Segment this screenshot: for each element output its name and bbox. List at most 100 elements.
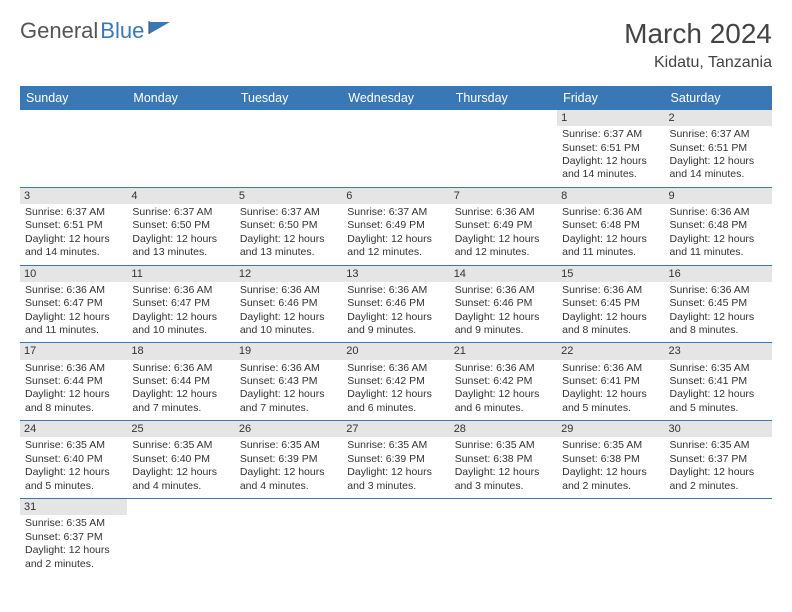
calendar-cell: 9Sunrise: 6:36 AMSunset: 6:48 PMDaylight… — [665, 187, 772, 265]
sunrise-text: Sunrise: 6:37 AM — [670, 128, 767, 141]
sunset-text: Sunset: 6:45 PM — [562, 297, 659, 310]
calendar-cell: 23Sunrise: 6:35 AMSunset: 6:41 PMDayligh… — [665, 343, 772, 421]
daylight-text: Daylight: 12 hours and 3 minutes. — [455, 466, 552, 493]
calendar-cell: 1Sunrise: 6:37 AMSunset: 6:51 PMDaylight… — [557, 110, 664, 187]
calendar-cell: 11Sunrise: 6:36 AMSunset: 6:47 PMDayligh… — [127, 265, 234, 343]
calendar-cell: 28 Sunrise: 6:35 AMSunset: 6:38 PMDayligh… — [450, 421, 557, 499]
calendar-cell — [127, 110, 234, 187]
daylight-text: Daylight: 12 hours and 11 minutes. — [670, 233, 767, 260]
calendar-cell — [342, 110, 449, 187]
calendar-week: 3Sunrise: 6:37 AMSunset: 6:51 PMDaylight… — [20, 187, 772, 265]
sunset-text: Sunset: 6:42 PM — [455, 375, 552, 388]
calendar-table: Sunday Monday Tuesday Wednesday Thursday… — [20, 86, 772, 576]
sunrise-text: Sunrise: 6:35 AM — [562, 439, 659, 452]
calendar-cell: 4Sunrise: 6:37 AMSunset: 6:50 PMDaylight… — [127, 187, 234, 265]
calendar-cell: 18Sunrise: 6:36 AMSunset: 6:44 PMDayligh… — [127, 343, 234, 421]
daylight-text: Daylight: 12 hours and 10 minutes. — [240, 311, 337, 338]
day-number: 4 — [127, 188, 234, 204]
calendar-cell — [235, 110, 342, 187]
daylight-text: Daylight: 12 hours and 11 minutes. — [25, 311, 122, 338]
sunset-text: Sunset: 6:44 PM — [25, 375, 122, 388]
calendar-cell: 8Sunrise: 6:36 AMSunset: 6:48 PMDaylight… — [557, 187, 664, 265]
sunset-text: Sunset: 6:41 PM — [670, 375, 767, 388]
sunrise-text: Sunrise: 6:37 AM — [240, 206, 337, 219]
day-number: 12 — [235, 266, 342, 282]
day-number: 13 — [342, 266, 449, 282]
daylight-text: Daylight: 12 hours and 14 minutes. — [25, 233, 122, 260]
col-friday: Friday — [557, 86, 664, 110]
sunset-text: Sunset: 6:45 PM — [670, 297, 767, 310]
sunrise-text: Sunrise: 6:37 AM — [25, 206, 122, 219]
day-number: 15 — [557, 266, 664, 282]
header: GeneralBlue March 2024 Kidatu, Tanzania — [20, 18, 772, 72]
col-wednesday: Wednesday — [342, 86, 449, 110]
sunrise-text: Sunrise: 6:36 AM — [670, 284, 767, 297]
sunset-text: Sunset: 6:50 PM — [132, 219, 229, 232]
day-number: 19 — [235, 343, 342, 359]
day-number: 18 — [127, 343, 234, 359]
col-sunday: Sunday — [20, 86, 127, 110]
daylight-text: Daylight: 12 hours and 13 minutes. — [132, 233, 229, 260]
daylight-text: Daylight: 12 hours and 7 minutes. — [132, 388, 229, 415]
day-number: 11 — [127, 266, 234, 282]
day-number: 5 — [235, 188, 342, 204]
daylight-text: Daylight: 12 hours and 10 minutes. — [132, 311, 229, 338]
sunset-text: Sunset: 6:41 PM — [562, 375, 659, 388]
daylight-text: Daylight: 12 hours and 8 minutes. — [25, 388, 122, 415]
sunset-text: Sunset: 6:46 PM — [347, 297, 444, 310]
sunset-text: Sunset: 6:38 PM — [562, 453, 659, 466]
sunset-text: Sunset: 6:37 PM — [25, 531, 122, 544]
daylight-text: Daylight: 12 hours and 12 minutes. — [347, 233, 444, 260]
calendar-week: 31Sunrise: 6:35 AMSunset: 6:37 PMDayligh… — [20, 499, 772, 576]
calendar-cell — [342, 499, 449, 576]
calendar-cell — [450, 499, 557, 576]
sunrise-text: Sunrise: 6:35 AM — [25, 517, 122, 530]
sunrise-text: Sunrise: 6:35 AM — [240, 439, 337, 452]
calendar-cell: 7Sunrise: 6:36 AMSunset: 6:49 PMDaylight… — [450, 187, 557, 265]
calendar-cell — [127, 499, 234, 576]
dayname-row: Sunday Monday Tuesday Wednesday Thursday… — [20, 86, 772, 110]
calendar-cell: 17Sunrise: 6:36 AMSunset: 6:44 PMDayligh… — [20, 343, 127, 421]
calendar-cell — [450, 110, 557, 187]
sunset-text: Sunset: 6:48 PM — [562, 219, 659, 232]
calendar-cell — [557, 499, 664, 576]
sunrise-text: Sunrise: 6:37 AM — [347, 206, 444, 219]
sunrise-text: Sunrise: 6:35 AM — [132, 439, 229, 452]
calendar-week: 1Sunrise: 6:37 AMSunset: 6:51 PMDaylight… — [20, 110, 772, 187]
logo: GeneralBlue — [20, 18, 172, 44]
sunrise-text: Sunrise: 6:35 AM — [455, 439, 552, 452]
calendar-cell: 21Sunrise: 6:36 AMSunset: 6:42 PMDayligh… — [450, 343, 557, 421]
calendar-cell: 30Sunrise: 6:35 AMSunset: 6:37 PMDayligh… — [665, 421, 772, 499]
calendar-cell: 31Sunrise: 6:35 AMSunset: 6:37 PMDayligh… — [20, 499, 127, 576]
sunset-text: Sunset: 6:39 PM — [240, 453, 337, 466]
daylight-text: Daylight: 12 hours and 13 minutes. — [240, 233, 337, 260]
calendar-cell: 26Sunrise: 6:35 AMSunset: 6:39 PMDayligh… — [235, 421, 342, 499]
daylight-text: Daylight: 12 hours and 9 minutes. — [455, 311, 552, 338]
sunset-text: Sunset: 6:38 PM — [455, 453, 552, 466]
daylight-text: Daylight: 12 hours and 6 minutes. — [347, 388, 444, 415]
daylight-text: Daylight: 12 hours and 4 minutes. — [132, 466, 229, 493]
day-number: 16 — [665, 266, 772, 282]
sunset-text: Sunset: 6:51 PM — [670, 142, 767, 155]
daylight-text: Daylight: 12 hours and 14 minutes. — [670, 155, 767, 182]
day-number: 6 — [342, 188, 449, 204]
logo-text-general: General — [20, 18, 98, 44]
day-number: 28 — [450, 421, 557, 437]
daylight-text: Daylight: 12 hours and 11 minutes. — [562, 233, 659, 260]
sunrise-text: Sunrise: 6:36 AM — [25, 362, 122, 375]
calendar-cell: 22Sunrise: 6:36 AMSunset: 6:41 PMDayligh… — [557, 343, 664, 421]
daylight-text: Daylight: 12 hours and 14 minutes. — [562, 155, 659, 182]
logo-flag-icon — [148, 19, 172, 37]
sunset-text: Sunset: 6:37 PM — [670, 453, 767, 466]
daylight-text: Daylight: 12 hours and 12 minutes. — [455, 233, 552, 260]
day-number: 3 — [20, 188, 127, 204]
calendar-cell: 2Sunrise: 6:37 AMSunset: 6:51 PMDaylight… — [665, 110, 772, 187]
sunset-text: Sunset: 6:47 PM — [25, 297, 122, 310]
sunset-text: Sunset: 6:51 PM — [25, 219, 122, 232]
sunrise-text: Sunrise: 6:36 AM — [132, 362, 229, 375]
day-number: 1 — [557, 110, 664, 126]
col-thursday: Thursday — [450, 86, 557, 110]
daylight-text: Daylight: 12 hours and 7 minutes. — [240, 388, 337, 415]
calendar-cell: 12Sunrise: 6:36 AMSunset: 6:46 PMDayligh… — [235, 265, 342, 343]
daylight-text: Daylight: 12 hours and 2 minutes. — [670, 466, 767, 493]
